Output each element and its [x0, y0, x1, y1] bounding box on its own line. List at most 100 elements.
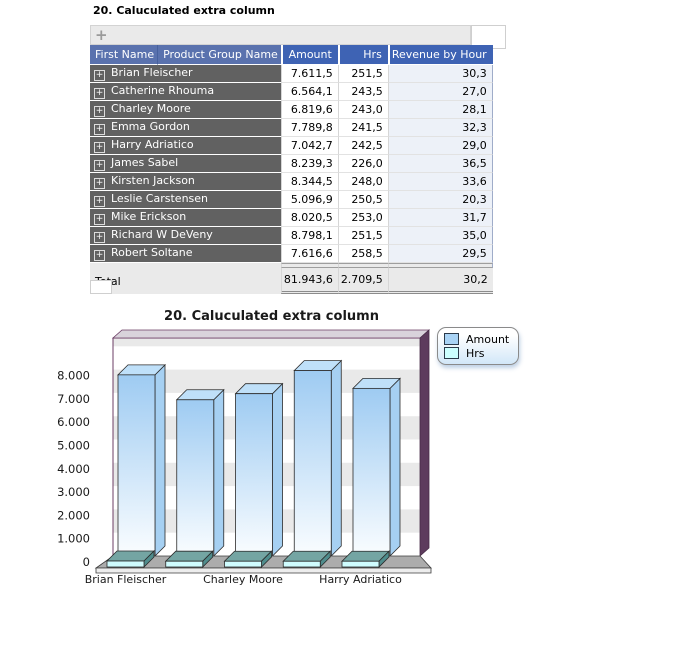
row-name: Brian Fleischer [111, 66, 193, 79]
svg-text:5.000: 5.000 [57, 439, 90, 453]
chart-legend: Amount Hrs [437, 327, 520, 365]
hrs-cell: 226,0 [337, 155, 388, 173]
svg-text:3.000: 3.000 [57, 485, 90, 499]
row-name: James Sabel [111, 156, 179, 169]
column-header-amount[interactable]: Amount [280, 45, 338, 65]
revenue-cell: 29,5 [387, 245, 493, 263]
row-name: Mike Erickson [111, 210, 187, 223]
revenue-cell: 27,0 [387, 83, 493, 101]
row-name: Harry Adriatico [111, 138, 194, 151]
expand-icon[interactable]: + [94, 106, 105, 117]
amount-swatch-icon [444, 333, 459, 345]
column-header-hrs[interactable]: Hrs [337, 45, 388, 65]
amount-cell: 7.042,7 [280, 137, 338, 155]
amount-cell: 8.020,5 [280, 209, 338, 227]
revenue-cell: 28,1 [387, 101, 493, 119]
header-row: First Name Product Group Name Amount Hrs… [90, 45, 493, 65]
row-name: Kirsten Jackson [111, 174, 195, 187]
footer-corner-cell [90, 280, 112, 294]
row-name: Catherine Rhouma [111, 84, 215, 97]
table-row: + Robert Soltane 7.616,6 258,5 29,5 [90, 245, 493, 263]
hrs-swatch-icon [444, 347, 459, 359]
svg-text:4.000: 4.000 [57, 462, 90, 476]
amount-cell: 7.611,5 [280, 65, 338, 83]
hrs-cell: 258,5 [337, 245, 388, 263]
table-row: + Harry Adriatico 7.042,7 242,5 29,0 [90, 137, 493, 155]
total-separator [90, 263, 493, 268]
row-name: Robert Soltane [111, 246, 193, 259]
svg-text:Brian Fleischer: Brian Fleischer [85, 573, 167, 586]
hrs-cell: 250,5 [337, 191, 388, 209]
expand-icon[interactable]: + [94, 232, 105, 243]
legend-item-amount: Amount [444, 332, 509, 346]
expand-icon[interactable]: + [94, 124, 105, 135]
table-row: + Emma Gordon 7.789,8 241,5 32,3 [90, 119, 493, 137]
hrs-cell: 253,0 [337, 209, 388, 227]
amount-cell: 7.616,6 [280, 245, 338, 263]
expand-icon[interactable]: + [94, 178, 105, 189]
svg-text:8.000: 8.000 [57, 369, 90, 383]
expand-icon[interactable]: + [94, 88, 105, 99]
total-row: Total 81.943,6 2.709,5 30,2 [90, 268, 493, 294]
column-header-first-name[interactable]: First Name [90, 45, 159, 65]
legend-label: Amount [466, 332, 510, 346]
row-name: Richard W DeVeny [111, 228, 213, 241]
hrs-cell: 241,5 [337, 119, 388, 137]
amount-cell: 8.798,1 [280, 227, 338, 245]
revenue-cell: 32,3 [387, 119, 493, 137]
column-header-product-group[interactable]: Product Group Name [158, 45, 281, 65]
table-row: + James Sabel 8.239,3 226,0 36,5 [90, 155, 493, 173]
revenue-cell: 20,3 [387, 191, 493, 209]
total-revenue: 30,2 [387, 268, 493, 294]
table-row: + Catherine Rhouma 6.564,1 243,5 27,0 [90, 83, 493, 101]
row-name: Leslie Carstensen [111, 192, 209, 205]
hrs-cell: 248,0 [337, 173, 388, 191]
hrs-cell: 243,5 [337, 83, 388, 101]
pivot-table: First Name Product Group Name Amount Hrs… [90, 45, 493, 294]
revenue-cell: 35,0 [387, 227, 493, 245]
svg-text:1.000: 1.000 [57, 532, 90, 546]
total-hrs: 2.709,5 [337, 268, 388, 294]
legend-label: Hrs [466, 346, 485, 360]
svg-text:Charley Moore: Charley Moore [203, 573, 283, 586]
revenue-cell: 30,3 [387, 65, 493, 83]
expand-icon[interactable]: + [94, 70, 105, 81]
table-row: + Kirsten Jackson 8.344,5 248,0 33,6 [90, 173, 493, 191]
bar-chart: 0 1.000 2.000 3.000 4.000 5.000 6.000 7.000 8.00… [57, 329, 432, 586]
add-column-icon[interactable]: + [95, 26, 108, 44]
amount-cell: 7.789,8 [280, 119, 338, 137]
svg-text:7.000: 7.000 [57, 392, 90, 406]
row-name: Charley Moore [111, 102, 191, 115]
expand-icon[interactable]: + [94, 142, 105, 153]
amount-cell: 6.564,1 [280, 83, 338, 101]
amount-cell: 8.344,5 [280, 173, 338, 191]
svg-text:6.000: 6.000 [57, 415, 90, 429]
expand-icon[interactable]: + [94, 196, 105, 207]
svg-text:Harry Adriatico: Harry Adriatico [319, 573, 402, 586]
hrs-cell: 242,5 [337, 137, 388, 155]
table-row: + Charley Moore 6.819,6 243,0 28,1 [90, 101, 493, 119]
table-row: + Brian Fleischer 7.611,5 251,5 30,3 [90, 65, 493, 83]
revenue-cell: 31,7 [387, 209, 493, 227]
revenue-cell: 36,5 [387, 155, 493, 173]
column-header-revenue[interactable]: Revenue by Hour [387, 45, 493, 65]
amount-cell: 6.819,6 [280, 101, 338, 119]
hrs-cell: 243,0 [337, 101, 388, 119]
amount-cell: 8.239,3 [280, 155, 338, 173]
expand-icon[interactable]: + [94, 214, 105, 225]
total-amount: 81.943,6 [280, 268, 338, 294]
expand-icon[interactable]: + [94, 160, 105, 171]
revenue-cell: 29,0 [387, 137, 493, 155]
pivot-toolbar: + [90, 25, 471, 45]
expand-icon[interactable]: + [94, 250, 105, 261]
amount-cell: 5.096,9 [280, 191, 338, 209]
svg-text:2.000: 2.000 [57, 508, 90, 522]
pivot-title: 20. Caluculated extra column [93, 4, 275, 17]
table-row: + Mike Erickson 8.020,5 253,0 31,7 [90, 209, 493, 227]
chart-title: 20. Caluculated extra column [164, 309, 379, 324]
table-row: + Richard W DeVeny 8.798,1 251,5 35,0 [90, 227, 493, 245]
hrs-cell: 251,5 [337, 227, 388, 245]
total-label: Total [90, 268, 281, 294]
table-row: + Leslie Carstensen 5.096,9 250,5 20,3 [90, 191, 493, 209]
